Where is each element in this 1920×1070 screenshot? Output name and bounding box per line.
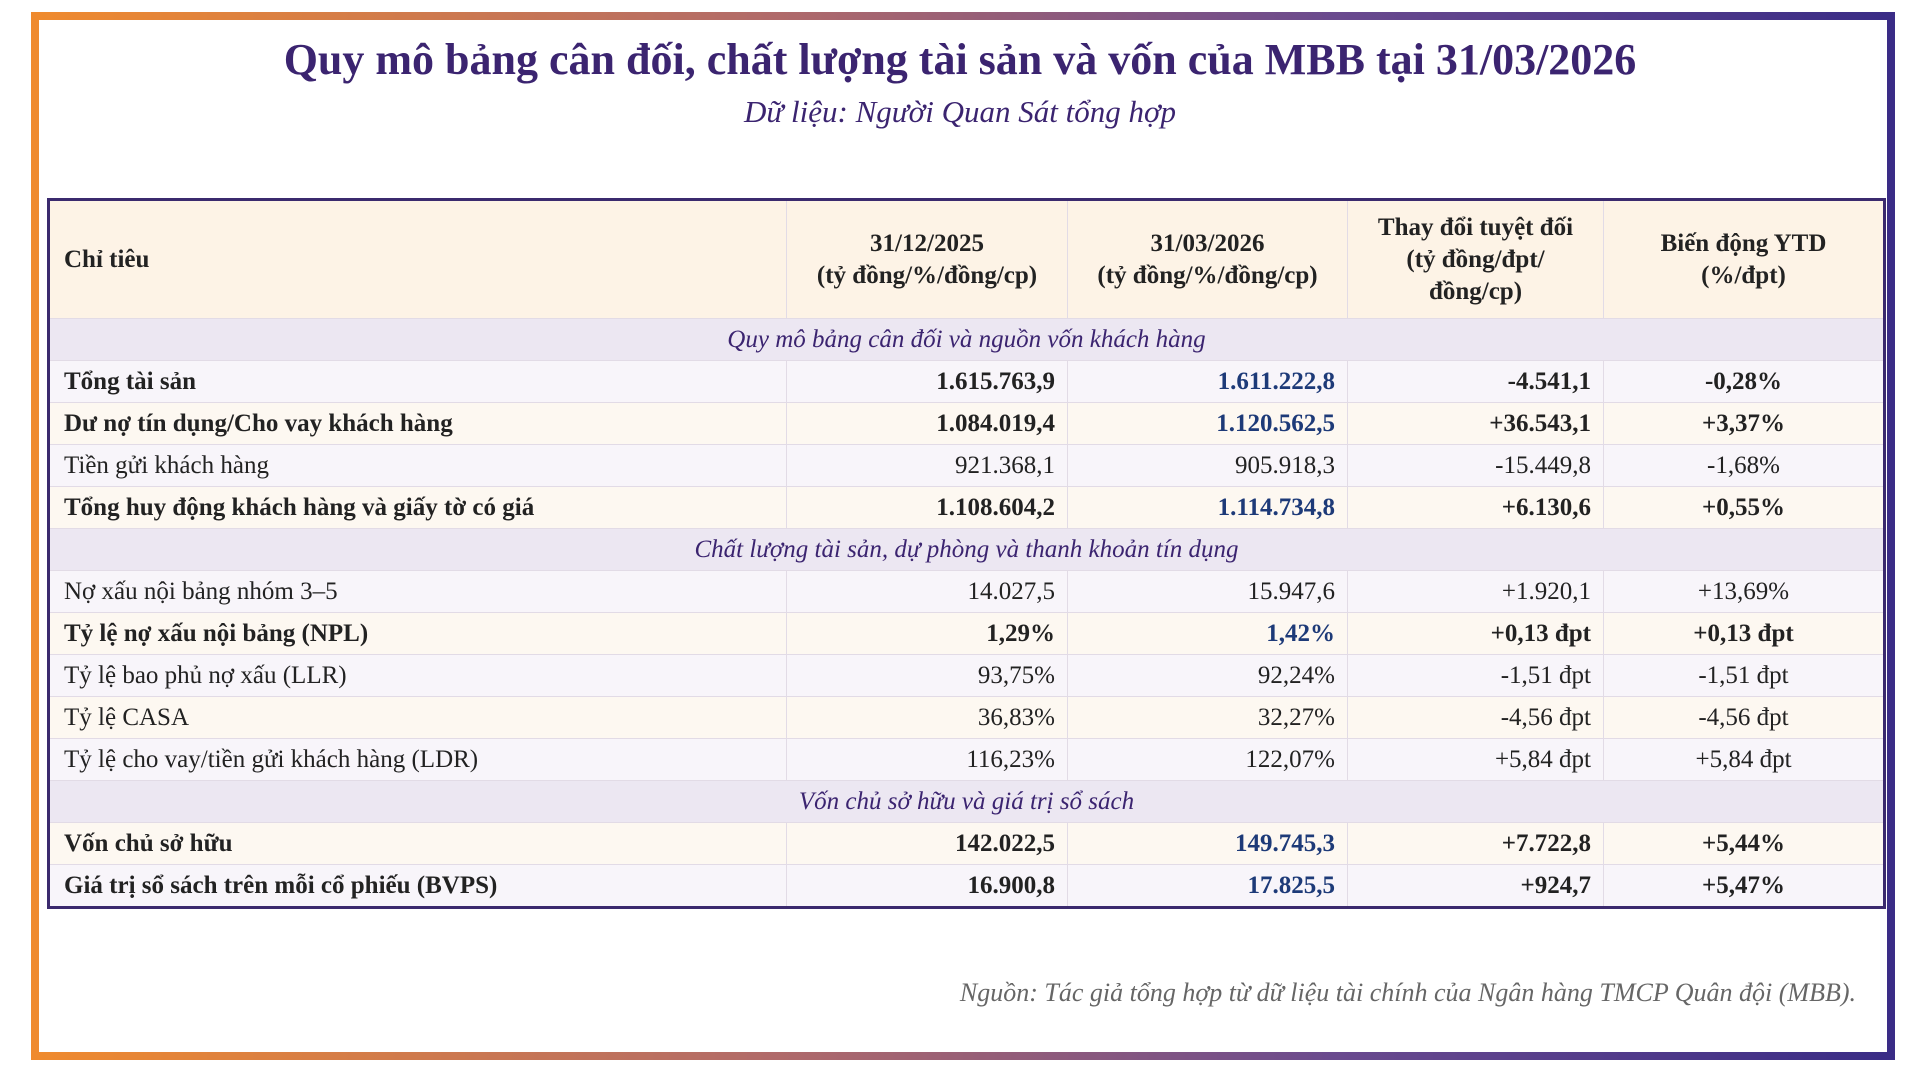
section-title: Vốn chủ sở hữu và giá trị sổ sách xyxy=(48,780,1885,823)
cell: -4,56 đpt xyxy=(1603,696,1885,739)
cell: Nợ xấu nội bảng nhóm 3–5 xyxy=(48,570,787,613)
cell: +1.920,1 xyxy=(1347,570,1604,613)
data-row: Tỷ lệ CASA 36,83% 32,27% -4,56 đpt -4,56 đpt xyxy=(48,696,1885,739)
cell: +0,13 đpt xyxy=(1603,612,1885,655)
cell: +924,7 xyxy=(1347,864,1604,908)
cell: -4,56 đpt xyxy=(1347,696,1604,739)
cell: +0,55% xyxy=(1603,486,1885,529)
cell: Tổng huy động khách hàng và giấy tờ có g… xyxy=(48,486,787,529)
cell: 1.084.019,4 xyxy=(786,402,1068,445)
cell: 92,24% xyxy=(1067,654,1348,697)
source-note: Nguồn: Tác giả tổng hợp từ dữ liệu tài c… xyxy=(959,978,1856,1007)
section-row: Quy mô bảng cân đối và nguồn vốn khách h… xyxy=(48,318,1885,361)
cell: 93,75% xyxy=(786,654,1068,697)
cell: Tổng tài sản xyxy=(48,360,787,403)
column-label: Biến động YTD xyxy=(1660,229,1827,257)
cell: +5,84 đpt xyxy=(1347,738,1604,781)
column-unit: (%/đpt) xyxy=(1701,261,1786,289)
cell: Tỷ lệ nợ xấu nội bảng (NPL) xyxy=(48,612,787,655)
cell: Giá trị sổ sách trên mỗi cổ phiếu (BVPS) xyxy=(48,864,787,908)
cell: 122,07% xyxy=(1067,738,1348,781)
cell: 905.918,3 xyxy=(1067,444,1348,487)
column-header: Chỉ tiêu xyxy=(48,199,787,319)
cell: 142.022,5 xyxy=(786,822,1068,865)
column-label: Chỉ tiêu xyxy=(64,245,150,273)
column-unit: (tỷ đồng/%/đồng/cp) xyxy=(1097,261,1318,289)
cell: Dư nợ tín dụng/Cho vay khách hàng xyxy=(48,402,787,445)
cell: 16.900,8 xyxy=(786,864,1068,908)
data-row: Tỷ lệ nợ xấu nội bảng (NPL) 1,29% 1,42% +0,… xyxy=(48,612,1885,655)
column-header: 31/12/2025 (tỷ đồng/%/đồng/cp) xyxy=(786,199,1068,319)
section-row: Chất lượng tài sản, dự phòng và thanh kh… xyxy=(48,528,1885,571)
subtitle: Dữ liệu: Người Quan Sát tổng hợp xyxy=(743,94,1176,129)
data-row: Dư nợ tín dụng/Cho vay khách hàng 1.084.0… xyxy=(48,402,1885,445)
table: Chỉ tiêu 31/12/2025 (tỷ đồng/%/đồng/cp) 31/… xyxy=(47,198,1886,909)
cell: Tỷ lệ CASA xyxy=(48,696,787,739)
cell: Tiền gửi khách hàng xyxy=(48,444,787,487)
cell: 32,27% xyxy=(1067,696,1348,739)
cell: -1,51 đpt xyxy=(1347,654,1604,697)
cell: 1.611.222,8 xyxy=(1067,360,1348,403)
section-title: Chất lượng tài sản, dự phòng và thanh kh… xyxy=(48,528,1885,571)
data-row: Tổng tài sản 1.615.763,9 1.611.222,8 -4.541… xyxy=(48,360,1885,403)
cell: +7.722,8 xyxy=(1347,822,1604,865)
cell: 1,29% xyxy=(786,612,1068,655)
cell: 1.108.604,2 xyxy=(786,486,1068,529)
cell: -4.541,1 xyxy=(1347,360,1604,403)
cell: -1,51 đpt xyxy=(1603,654,1885,697)
cell: 921.368,1 xyxy=(786,444,1068,487)
column-label: 31/03/2026 xyxy=(1150,229,1265,257)
data-row: Tỷ lệ cho vay/tiền gửi khách hàng (LDR) 1… xyxy=(48,738,1885,781)
cell: 116,23% xyxy=(786,738,1068,781)
cell: -0,28% xyxy=(1603,360,1885,403)
section-row: Vốn chủ sở hữu và giá trị sổ sách xyxy=(48,780,1885,823)
data-row: Tỷ lệ bao phủ nợ xấu (LLR) 93,75% 92,24% -1… xyxy=(48,654,1885,697)
data-row: Tiền gửi khách hàng 921.368,1 905.918,3 -15… xyxy=(48,444,1885,487)
cell: +36.543,1 xyxy=(1347,402,1604,445)
column-unit: (tỷ đồng/%/đồng/cp) xyxy=(816,261,1038,289)
header-row: Chỉ tiêu 31/12/2025 (tỷ đồng/%/đồng/cp) 31/… xyxy=(48,199,1885,319)
cell: +5,47% xyxy=(1603,864,1885,908)
cell: 1.114.734,8 xyxy=(1067,486,1348,529)
cell: +0,13 đpt xyxy=(1347,612,1604,655)
cell: 15.947,6 xyxy=(1067,570,1348,613)
cell: +6.130,6 xyxy=(1347,486,1604,529)
cell: +13,69% xyxy=(1603,570,1885,613)
cell: 1.120.562,5 xyxy=(1067,402,1348,445)
cell: +5,84 đpt xyxy=(1603,738,1885,781)
data-row: Nợ xấu nội bảng nhóm 3–5 14.027,5 15.947,6… xyxy=(48,570,1885,613)
data-row: Giá trị sổ sách trên mỗi cổ phiếu (BVPS)… xyxy=(48,864,1885,908)
cell: 17.825,5 xyxy=(1067,864,1348,908)
cell: Tỷ lệ cho vay/tiền gửi khách hàng (LDR) xyxy=(48,738,787,781)
column-header: Biến động YTD (%/đpt) xyxy=(1603,199,1885,319)
data-row: Tổng huy động khách hàng và giấy tờ có g… xyxy=(48,486,1885,529)
cell: +5,44% xyxy=(1603,822,1885,865)
column-label: 31/12/2025 xyxy=(870,229,984,257)
cell: -15.449,8 xyxy=(1347,444,1604,487)
cell: 36,83% xyxy=(786,696,1068,739)
cell: 14.027,5 xyxy=(786,570,1068,613)
cell: Vốn chủ sở hữu xyxy=(48,822,787,865)
column-header: 31/03/2026 (tỷ đồng/%/đồng/cp) xyxy=(1067,199,1348,319)
cell: +3,37% xyxy=(1603,402,1885,445)
cell: 149.745,3 xyxy=(1067,822,1348,865)
cell: 1.615.763,9 xyxy=(786,360,1068,403)
cell: -1,68% xyxy=(1603,444,1885,487)
title: Quy mô bảng cân đối, chất lượng tài sản … xyxy=(283,35,1637,84)
data-row: Vốn chủ sở hữu 142.022,5 149.745,3 +7.722,8… xyxy=(48,822,1885,865)
cell: Tỷ lệ bao phủ nợ xấu (LLR) xyxy=(48,654,787,697)
column-label: Thay đổi tuyệt đối xyxy=(1377,213,1574,241)
column-header: Thay đổi tuyệt đối (tỷ đồng/đpt/đồng/cp) xyxy=(1347,199,1604,319)
section-title: Quy mô bảng cân đối và nguồn vốn khách h… xyxy=(48,318,1885,361)
column-unit: (tỷ đồng/đpt/đồng/cp) xyxy=(1406,245,1545,305)
cell: 1,42% xyxy=(1067,612,1348,655)
